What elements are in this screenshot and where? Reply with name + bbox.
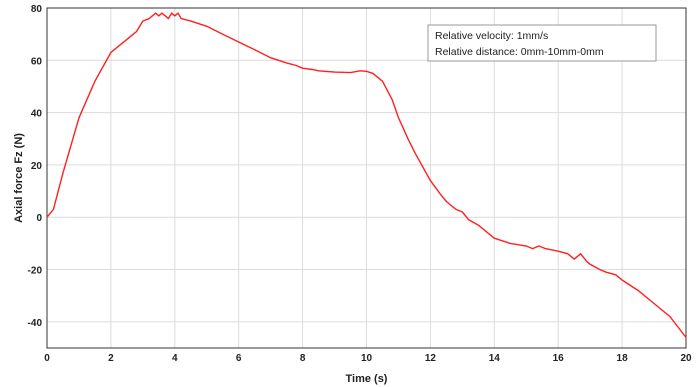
- x-tick-label: 14: [489, 353, 501, 364]
- legend-velocity-text: Relative velocity: 1mm/s: [435, 30, 548, 42]
- x-tick-label: 16: [553, 353, 565, 364]
- plot-frame: [46, 7, 687, 349]
- x-tick-label: 8: [300, 353, 306, 364]
- tick-labels: 0 2 4 6 8 10 12 14 16 18 20 -40 -20 0 20 40 60 80: [28, 4, 692, 364]
- y-tick-label: 40: [31, 109, 43, 120]
- x-tick-label: 18: [617, 353, 629, 364]
- x-tick-label: 10: [361, 353, 373, 364]
- y-tick-label: -20: [28, 266, 43, 277]
- y-axis-label: Axial force Fz (N): [13, 133, 25, 223]
- y-tick-label: 20: [31, 161, 43, 172]
- x-tick-label: 20: [680, 353, 692, 364]
- legend-frame: [427, 24, 657, 62]
- x-tick-label: 6: [236, 353, 242, 364]
- series-line: [46, 12, 687, 338]
- y-tick-label: 80: [31, 4, 43, 15]
- x-tick-label: 4: [172, 353, 178, 364]
- legend-distance-text: Relative distance: 0mm-10mm-0mm: [435, 46, 604, 58]
- legend-box: Relative velocity: 1mm/s Relative distan…: [427, 24, 657, 62]
- x-axis-label: Time (s): [346, 373, 388, 385]
- x-tick-label: 2: [108, 353, 114, 364]
- y-tick-label: 60: [31, 56, 43, 67]
- x-tick-label: 0: [44, 353, 50, 364]
- x-tick-label: 12: [425, 353, 437, 364]
- y-tick-label: 0: [36, 213, 42, 224]
- y-tick-label: -40: [28, 318, 43, 329]
